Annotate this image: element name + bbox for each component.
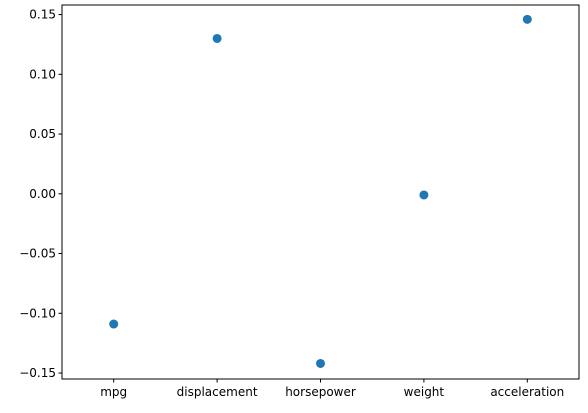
x-axis: mpg displacement horsepower weight accelerat… bbox=[100, 379, 564, 399]
plot-frame bbox=[61, 4, 580, 380]
y-tick-label: −0.05 bbox=[19, 247, 56, 261]
data-point bbox=[316, 358, 325, 368]
data-points bbox=[109, 14, 532, 368]
x-tick-label: mpg bbox=[100, 385, 127, 399]
x-tick-label: weight bbox=[404, 385, 445, 399]
x-tick-label: acceleration bbox=[490, 385, 564, 399]
y-tick-label: −0.15 bbox=[19, 366, 56, 380]
x-tick-label: horsepower bbox=[285, 385, 356, 399]
data-point bbox=[419, 190, 429, 200]
y-tick-label: −0.10 bbox=[19, 306, 56, 320]
y-axis: −0.15 −0.10 −0.05 0.00 0.05 0.10 0.15 bbox=[19, 8, 62, 380]
y-tick-label: 0.15 bbox=[29, 8, 56, 22]
data-point bbox=[212, 33, 222, 43]
data-point bbox=[109, 319, 119, 329]
y-tick-label: 0.00 bbox=[29, 187, 56, 201]
y-tick-label: 0.05 bbox=[29, 127, 56, 141]
x-tick-label: displacement bbox=[177, 385, 258, 399]
y-tick-label: 0.10 bbox=[29, 67, 56, 81]
data-point bbox=[522, 14, 532, 24]
plot-area-background bbox=[62, 5, 579, 379]
